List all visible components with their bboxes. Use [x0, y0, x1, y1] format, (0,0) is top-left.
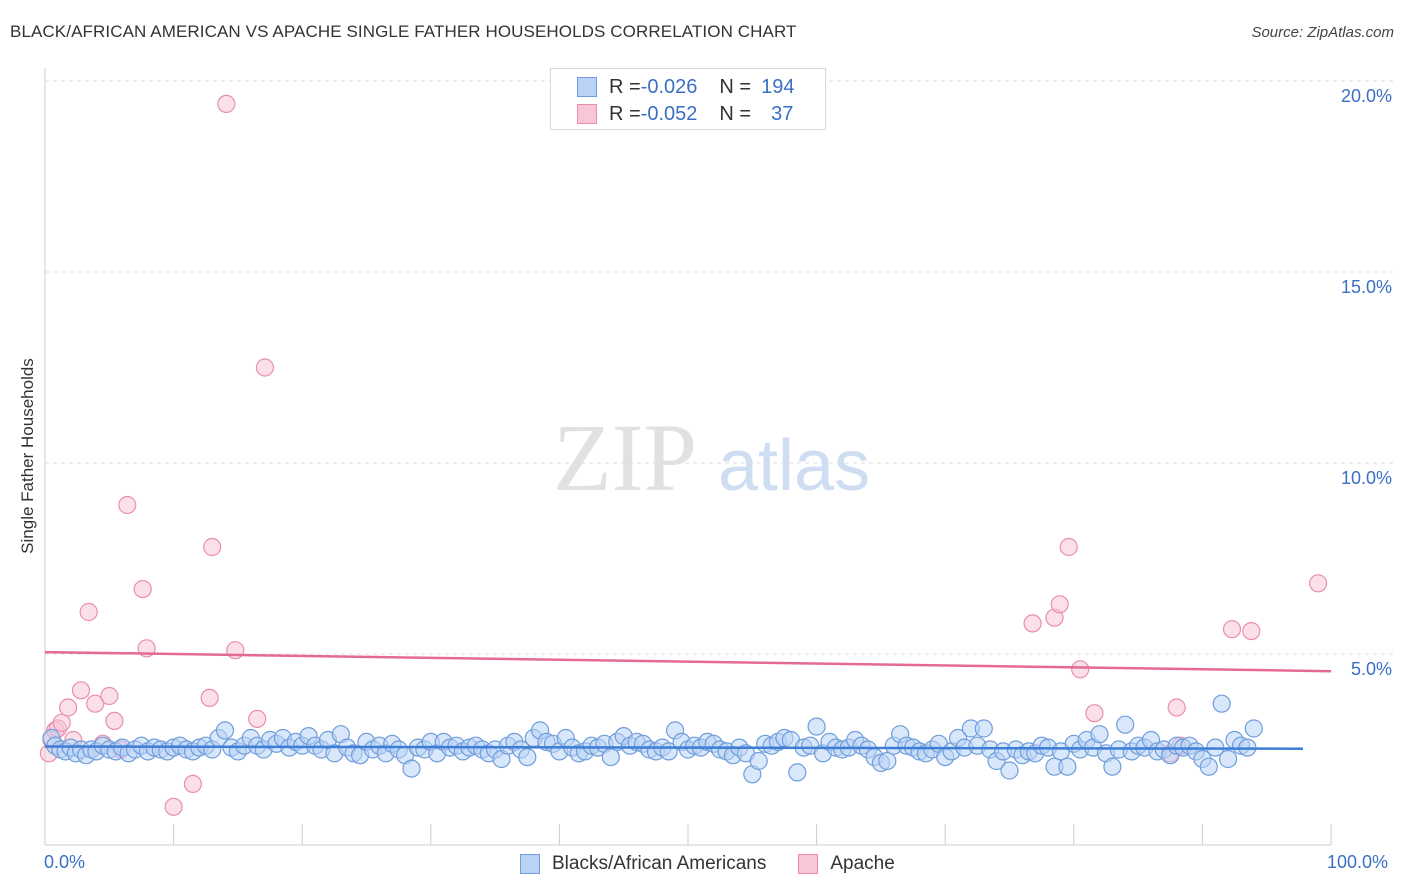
data-point — [1090, 725, 1109, 744]
data-point — [71, 681, 91, 700]
series-legend: Blacks/African Americans Apache — [520, 852, 927, 876]
data-point — [974, 719, 993, 738]
data-point — [58, 698, 78, 717]
legend-label: Apache — [830, 853, 895, 874]
data-point — [749, 751, 768, 771]
data-point — [402, 759, 421, 778]
stats-row-blacks: R = -0.026 N = 194 — [577, 75, 794, 99]
r-label: R = — [609, 102, 641, 125]
data-point — [200, 688, 219, 708]
data-point — [133, 579, 152, 599]
data-point — [878, 751, 897, 771]
r-value: -0.026 — [640, 75, 698, 98]
stats-row-apache: R = -0.052 N = 37 — [577, 102, 793, 126]
data-point — [1218, 749, 1238, 769]
data-point — [1085, 704, 1104, 723]
data-point — [203, 537, 222, 557]
pink-swatch — [798, 854, 819, 874]
r-value: -0.052 — [640, 102, 698, 125]
gridlines — [45, 80, 1395, 655]
data-point — [1103, 757, 1122, 776]
data-point — [217, 94, 236, 114]
x-tick-min: 0.0% — [44, 852, 86, 872]
data-point — [1222, 620, 1242, 639]
y-tick-label: 20.0% — [1340, 86, 1392, 106]
blue-swatch — [520, 854, 540, 874]
n-label: N = — [719, 75, 752, 98]
legend-label: Blacks/African Americans — [552, 853, 767, 874]
watermark-atlas: atlas — [718, 426, 870, 506]
data-point — [601, 747, 620, 767]
data-point — [255, 358, 274, 377]
data-point — [1059, 537, 1078, 557]
pink-swatch — [577, 104, 597, 124]
data-point — [248, 709, 267, 729]
watermark: ZIP atlas — [553, 404, 870, 511]
data-point — [1167, 698, 1186, 717]
stats-legend: R = -0.026 N = 194 R = -0.052 N = 37 — [550, 68, 826, 130]
source-credit: Source: ZipAtlas.com — [1251, 24, 1394, 41]
trend-lines — [44, 650, 1332, 750]
data-point — [1071, 660, 1090, 679]
data-point — [1000, 761, 1019, 780]
data-point — [1199, 757, 1218, 776]
black-african-american-points — [42, 694, 1263, 784]
blue-swatch — [577, 77, 597, 97]
data-point — [52, 713, 71, 732]
y-tick-label: 5.0% — [1350, 659, 1392, 679]
data-point — [1244, 719, 1263, 738]
data-point — [164, 797, 183, 816]
blacks-trend-line — [44, 745, 1304, 750]
axes — [44, 68, 1332, 846]
watermark-zip: ZIP — [553, 404, 697, 511]
data-point — [1058, 757, 1077, 776]
data-point — [118, 495, 137, 515]
y-tick-label: 15.0% — [1340, 277, 1392, 297]
legend-item-apache[interactable]: Apache — [798, 853, 895, 875]
r-label: R = — [609, 75, 641, 98]
n-value: 194 — [761, 75, 795, 98]
data-point — [86, 694, 105, 713]
data-point — [1242, 621, 1261, 641]
data-point — [183, 774, 202, 794]
data-point — [105, 711, 124, 731]
x-tick-max: 100.0% — [1327, 852, 1389, 872]
data-point — [1308, 574, 1328, 593]
data-point — [79, 602, 98, 622]
data-point — [1116, 715, 1135, 734]
n-value: 37 — [771, 102, 794, 125]
data-point — [788, 763, 807, 782]
y-tick-label: 10.0% — [1340, 468, 1392, 488]
legend-item-blacks[interactable]: Blacks/African Americans — [520, 853, 766, 875]
data-point — [1023, 614, 1042, 633]
n-label: N = — [719, 102, 752, 125]
data-point — [1212, 694, 1231, 713]
data-point — [1050, 595, 1069, 614]
data-point — [807, 717, 826, 736]
data-point — [100, 686, 119, 706]
data-point — [518, 747, 537, 767]
chart-title: BLACK/AFRICAN AMERICAN VS APACHE SINGLE … — [10, 22, 797, 41]
apache-trend-line — [44, 650, 1332, 673]
data-point — [215, 721, 235, 740]
